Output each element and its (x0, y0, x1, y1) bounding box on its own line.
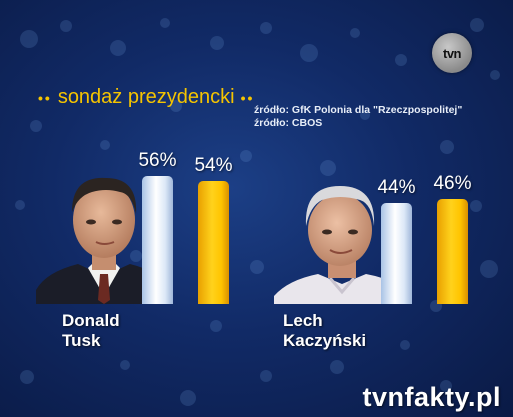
candidate-photo-tusk (36, 168, 171, 304)
background-dot (395, 54, 407, 66)
background-dot (210, 36, 224, 50)
background-dot (20, 30, 38, 48)
logo-text: tvn (443, 45, 462, 61)
background-dot (120, 360, 130, 370)
background-dot (490, 70, 500, 80)
background-dot (440, 140, 454, 154)
background-dot (100, 140, 110, 150)
background-dot (480, 260, 498, 278)
background-dot (240, 150, 252, 162)
candidate-photo-kaczynski (274, 180, 411, 304)
background-dot (160, 18, 170, 28)
source-note-1: źródło: GfK Polonia dla "Rzeczpospolitej… (254, 104, 463, 116)
source-note-2: źródło: CBOS (254, 117, 323, 129)
background-dot (20, 370, 34, 384)
background-dot (300, 44, 318, 62)
background-dot (180, 390, 196, 406)
title-bullet-dots-icon: •• (38, 89, 52, 106)
name-line: Lech (283, 311, 323, 330)
background-dot (400, 340, 410, 350)
candidate-name-kaczynski: Lech Kaczyński (283, 311, 366, 351)
background-dot (350, 28, 360, 38)
title-trailing-dots-icon: •• (240, 89, 255, 106)
background-dot (60, 20, 72, 32)
chart-title: sondaż prezydencki (57, 86, 235, 108)
name-line: Donald (62, 311, 120, 330)
candidate-name-tusk: Donald Tusk (62, 311, 120, 351)
bar-kaczynski-1 (381, 203, 412, 304)
bar-value-label: 54% (194, 155, 233, 176)
name-line: Kaczyński (283, 331, 367, 350)
background-dot (260, 370, 272, 382)
background-dot (110, 40, 126, 56)
title-row: •• sondaż prezydencki •• (38, 86, 254, 109)
background-dot (250, 260, 264, 274)
background-dot (470, 200, 482, 212)
bar-tusk-1 (142, 176, 173, 304)
background-dot (320, 160, 336, 176)
bar-value-label: 44% (377, 177, 416, 198)
name-line: Tusk (62, 331, 101, 350)
background-dot (330, 360, 344, 374)
background-dot (470, 18, 484, 32)
bar-value-label: 46% (433, 173, 472, 194)
background-dot (15, 200, 25, 210)
brand-watermark: tvnfakty.pl (362, 382, 501, 412)
bar-value-label: 56% (138, 150, 177, 171)
background-dot (260, 22, 272, 34)
tvn-logo-icon: tvn (432, 33, 472, 73)
bar-kaczynski-2 (437, 199, 468, 304)
background-dot (210, 320, 222, 332)
bar-tusk-2 (198, 181, 229, 304)
background-dot (30, 120, 42, 132)
